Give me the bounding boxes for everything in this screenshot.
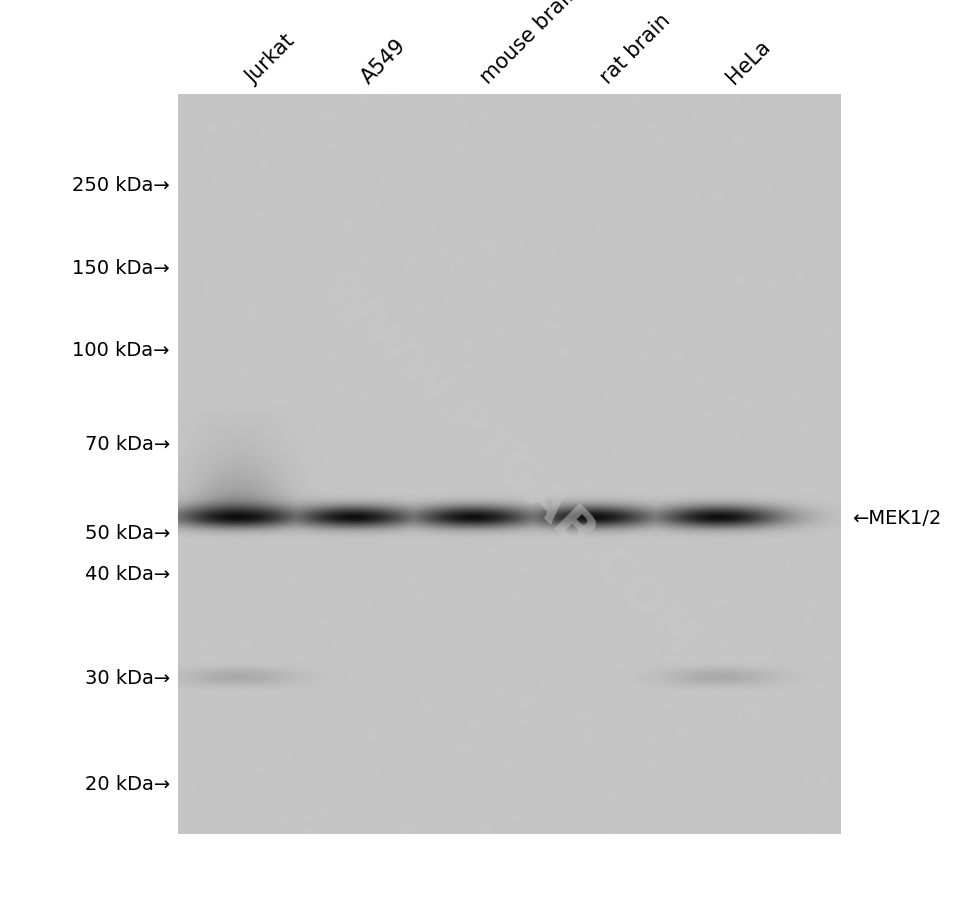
Text: 50 kDa→: 50 kDa→ — [84, 523, 170, 542]
Text: mouse brain: mouse brain — [477, 0, 584, 87]
Text: ←MEK1/2: ←MEK1/2 — [852, 509, 941, 528]
Text: WWW.PTGAB.COM: WWW.PTGAB.COM — [309, 265, 708, 664]
Text: 150 kDa→: 150 kDa→ — [72, 259, 170, 278]
Text: 250 kDa→: 250 kDa→ — [72, 176, 170, 195]
Text: A549: A549 — [358, 35, 410, 87]
Text: 40 kDa→: 40 kDa→ — [84, 565, 170, 584]
Text: Jurkat: Jurkat — [242, 31, 299, 87]
Text: 100 kDa→: 100 kDa→ — [72, 340, 170, 359]
Text: 30 kDa→: 30 kDa→ — [84, 668, 170, 687]
Text: rat brain: rat brain — [596, 10, 674, 87]
Text: 20 kDa→: 20 kDa→ — [84, 775, 170, 794]
Text: HeLa: HeLa — [722, 36, 774, 87]
Text: 70 kDa→: 70 kDa→ — [84, 435, 170, 454]
